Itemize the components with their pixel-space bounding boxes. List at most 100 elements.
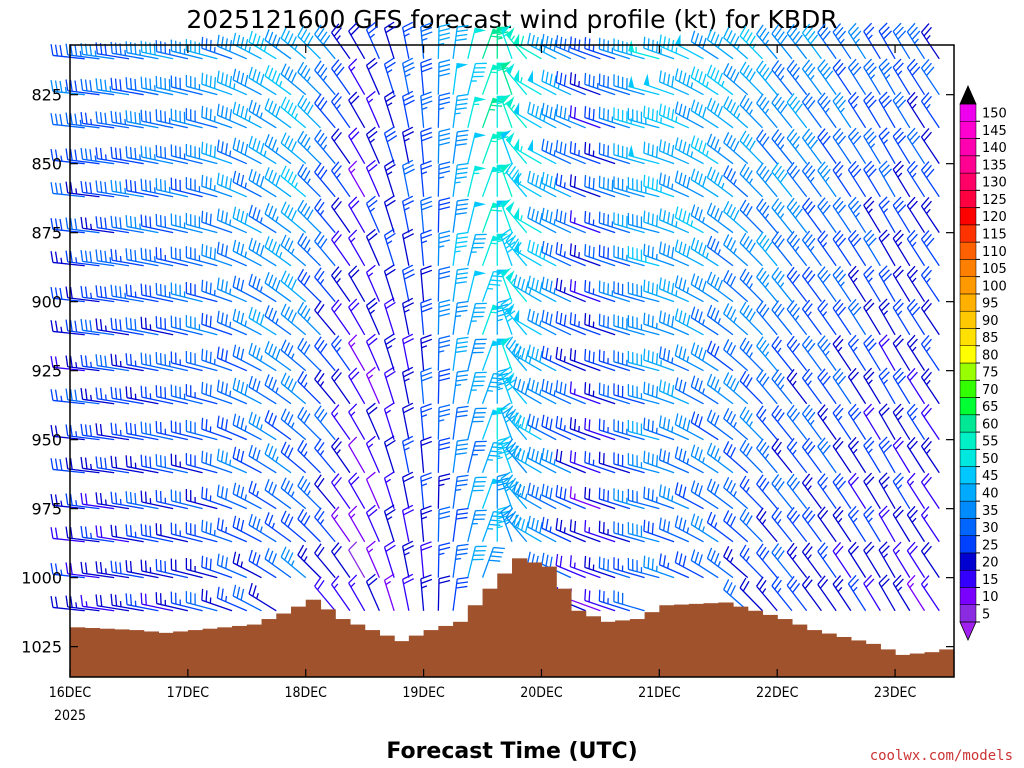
wind-barb xyxy=(170,213,203,234)
wind-barb xyxy=(420,403,433,440)
wind-barb xyxy=(80,456,115,474)
wind-barb xyxy=(786,23,808,60)
wind-barb xyxy=(878,196,896,233)
wind-barb xyxy=(598,451,631,474)
wind-barb xyxy=(420,91,433,128)
wind-barb xyxy=(348,505,366,543)
wind-barb xyxy=(541,240,572,267)
wind-barb xyxy=(658,70,690,96)
wind-barb xyxy=(690,99,719,129)
wind-barb xyxy=(95,525,130,543)
wind-barb xyxy=(847,91,867,129)
x-tick-label-16DEC: 16DEC xyxy=(49,685,92,701)
wind-barb xyxy=(541,483,572,510)
wind-barb xyxy=(613,245,645,267)
wind-barb xyxy=(155,592,189,612)
wind-barb xyxy=(232,413,262,441)
wind-barb xyxy=(627,488,660,510)
wind-barb xyxy=(863,367,881,405)
wind-barb xyxy=(569,555,601,579)
wind-barb xyxy=(110,491,144,510)
wind-barb xyxy=(643,486,675,510)
wind-barb xyxy=(527,377,557,405)
wind-barb xyxy=(569,312,601,336)
terrain-bar xyxy=(806,630,822,677)
wind-barb xyxy=(832,299,852,336)
wind-barb xyxy=(584,589,616,612)
wind-barb xyxy=(892,58,911,96)
colorbar-cell-80 xyxy=(959,345,977,364)
wind-barb xyxy=(739,25,763,60)
wind-barb xyxy=(401,573,414,611)
wind-barb xyxy=(155,109,189,129)
wind-barb xyxy=(365,402,380,440)
wind-barb xyxy=(170,315,203,336)
wind-barb xyxy=(500,267,513,302)
terrain-bar xyxy=(379,635,395,677)
y-tick-label-850: 850 xyxy=(31,155,62,174)
wind-barb xyxy=(50,182,85,198)
wind-barb xyxy=(878,334,896,371)
wind-barb xyxy=(527,239,557,267)
wind-barb xyxy=(878,58,896,96)
wind-barb xyxy=(584,520,616,543)
wind-barb xyxy=(706,97,734,129)
credit-link[interactable]: coolwx.com/models xyxy=(870,748,1013,764)
terrain-bar xyxy=(703,603,719,677)
wind-barb xyxy=(420,472,433,509)
wind-barb xyxy=(690,273,719,303)
wind-barb xyxy=(505,303,528,336)
wind-barb xyxy=(801,161,822,198)
wind-barb xyxy=(584,555,616,579)
wind-barb xyxy=(170,591,203,612)
wind-barb xyxy=(248,99,277,129)
wind-barb xyxy=(863,22,881,60)
wind-barb xyxy=(920,575,940,612)
wind-barb xyxy=(786,335,808,372)
wind-barb xyxy=(786,128,808,165)
wind-barb xyxy=(420,541,433,578)
wind-barb xyxy=(331,59,351,96)
wind-barb xyxy=(155,559,189,579)
wind-barb xyxy=(140,145,174,165)
wind-barb xyxy=(216,277,248,303)
wind-barb xyxy=(95,147,130,165)
colorbar-bottom-arrow xyxy=(959,621,977,641)
wind-barb xyxy=(513,274,542,303)
wind-barb xyxy=(771,474,793,510)
wind-barb xyxy=(920,266,940,303)
wind-barb xyxy=(401,195,414,233)
wind-barb xyxy=(65,562,100,579)
wind-barb xyxy=(613,212,645,234)
wind-barb xyxy=(643,519,675,543)
wind-barb xyxy=(170,351,203,372)
wind-barb xyxy=(878,541,896,578)
x-tick-label-20DEC: 20DEC xyxy=(520,685,563,701)
wind-barb xyxy=(643,73,675,96)
wind-barb xyxy=(906,298,926,336)
wind-barb xyxy=(280,339,307,372)
wind-barb xyxy=(863,298,881,336)
terrain-bar xyxy=(924,652,940,677)
wind-barb xyxy=(80,78,115,96)
wind-barb xyxy=(348,436,366,474)
wind-barb xyxy=(155,283,189,303)
wind-barb xyxy=(155,490,189,510)
terrain-bar xyxy=(84,628,101,677)
wind-barb xyxy=(555,140,586,165)
wind-barb xyxy=(513,481,542,510)
wind-barb xyxy=(65,181,100,198)
wind-barb xyxy=(216,208,248,234)
y-axis: 825 850 875 900 925 950 975 1000 1025 xyxy=(21,86,954,657)
wind-barb xyxy=(555,278,586,303)
wind-barb xyxy=(584,451,616,474)
colorbar-cell-5 xyxy=(959,604,977,623)
wind-barb xyxy=(297,406,321,441)
wind-barb xyxy=(920,368,940,405)
terrain-bar xyxy=(526,562,543,677)
wind-barb xyxy=(297,268,321,303)
wind-barb xyxy=(920,404,940,441)
wind-barb xyxy=(264,512,292,543)
wind-barbs-layer xyxy=(50,21,940,612)
wind-barb xyxy=(892,91,911,129)
